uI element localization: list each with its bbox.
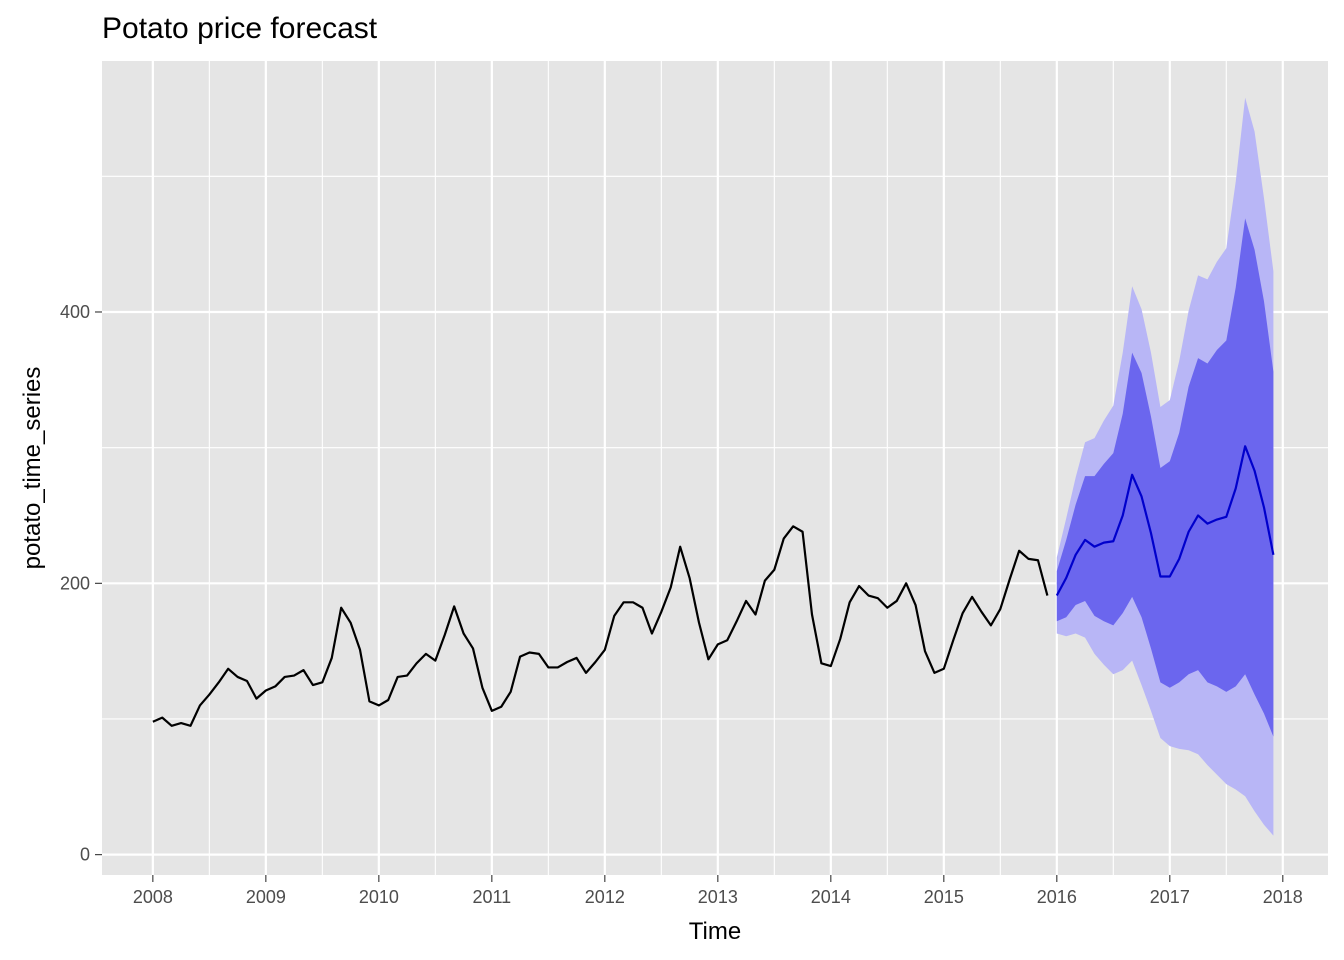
x-axis-title: Time [689,918,741,945]
x-tick-label: 2013 [698,887,738,907]
x-tick-label: 2010 [359,887,399,907]
y-axis: 0 200 400 [60,302,102,865]
interval-80-band [1056,218,1274,737]
history-line [152,525,1049,727]
y-tick-label: 0 [80,845,90,865]
x-tick-label: 2008 [133,887,173,907]
x-tick-label: 2016 [1037,887,1077,907]
y-axis-title: potato_time_series [19,367,46,570]
x-axis: 2008 2009 2010 2011 2012 2013 2014 2015 2016 2017… [133,875,1303,907]
x-tick-label: 2015 [924,887,964,907]
x-tick-label: 2014 [811,887,851,907]
y-tick-label: 200 [60,573,90,593]
x-tick-label: 2009 [246,887,286,907]
x-tick-label: 2011 [472,887,511,907]
x-tick-label: 2012 [585,887,625,907]
x-tick-label: 2018 [1263,887,1303,907]
chart-title: Potato price forecast [102,12,378,45]
y-tick-label: 400 [60,302,90,322]
forecast-mean-line [1055,445,1275,597]
forecast-intervals [1056,97,1274,836]
x-tick-label: 2017 [1150,887,1190,907]
series-lines [152,445,1275,727]
